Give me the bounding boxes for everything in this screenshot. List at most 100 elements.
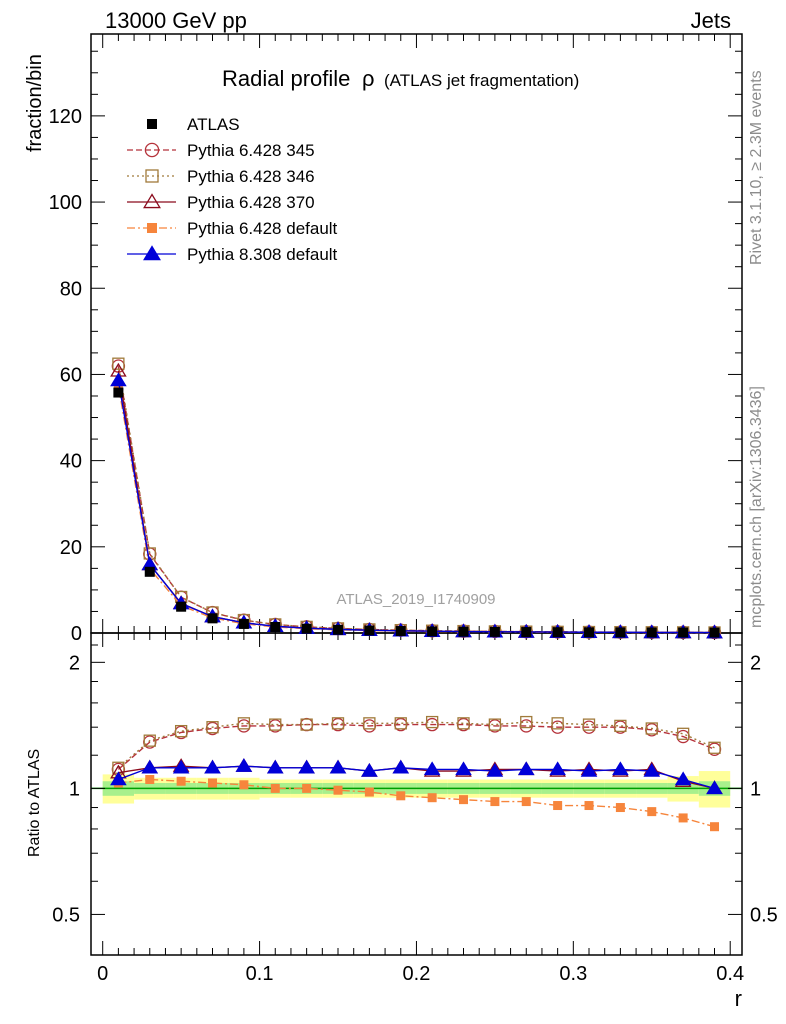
ratio-point-pythia-6428-346 xyxy=(143,734,156,747)
ratio-point-pythia-6428-346 xyxy=(708,741,721,754)
ratio-point-pythia-8308-default xyxy=(674,771,692,786)
ratio-point-pythia-6428-default xyxy=(396,791,406,801)
ratio-point-pythia-8308-default xyxy=(141,759,159,774)
ratio-point-pythia-6428-default xyxy=(302,783,312,793)
ratio-tick-label-right: 2 xyxy=(750,652,761,674)
header-right: Jets xyxy=(691,8,731,33)
ratio-point-pythia-6428-default xyxy=(553,801,563,811)
ratio-point-pythia-8308-default xyxy=(266,759,284,774)
main-point-pythia-8308-default xyxy=(110,372,127,387)
main-point-pythia-6428-346 xyxy=(112,357,125,370)
main-point-atlas xyxy=(427,626,438,637)
chart-title-text: Radial profile xyxy=(222,66,350,91)
y-tick-label: 100 xyxy=(49,192,82,214)
main-point-atlas xyxy=(270,621,281,632)
ratio-point-pythia-6428-346 xyxy=(394,717,407,730)
main-point-atlas xyxy=(552,627,563,638)
ratio-point-pythia-8308-default xyxy=(580,762,598,777)
main-point-atlas xyxy=(395,626,406,637)
ratio-point-pythia-6428-346 xyxy=(269,718,282,731)
ratio-point-pythia-8308-default xyxy=(549,761,566,776)
x-tick-label: 0.2 xyxy=(403,963,431,985)
ratio-point-pythia-8308-default xyxy=(423,761,441,776)
chart-title-suffix: (ATLAS jet fragmentation) xyxy=(384,71,579,90)
tick-labels: 0 0.1 0.2 0.3 0.4 0 20 40 60 80 100 120 0.5 0.5 1 1 2 2 xyxy=(49,106,778,985)
ratio-point-pythia-6428-default xyxy=(427,793,437,803)
ratio-point-pythia-6428-default xyxy=(678,813,688,823)
main-point-atlas xyxy=(646,627,657,638)
main-point-atlas xyxy=(584,627,595,638)
x-tick-label: 0.3 xyxy=(559,963,587,985)
ratio-point-pythia-8308-default xyxy=(298,759,315,774)
main-point-atlas xyxy=(364,625,375,636)
ratio-point-pythia-8308-default xyxy=(361,762,378,777)
main-point-atlas xyxy=(333,624,344,635)
ratio-point-pythia-8308-default xyxy=(392,759,410,774)
legend-marker xyxy=(143,245,161,261)
legend-label: Pythia 6.428 default xyxy=(187,219,338,238)
main-point-atlas xyxy=(521,627,532,638)
legend-label: Pythia 6.428 370 xyxy=(187,193,315,212)
ratio-line-pythia-6428-default xyxy=(118,778,715,828)
ratio-point-pythia-6428-default xyxy=(584,801,594,811)
ratio-point-pythia-8308-default xyxy=(110,771,127,786)
legend-marker xyxy=(147,223,157,233)
legend-label: Pythia 6.428 346 xyxy=(187,167,315,186)
ratio-tick-label-right: 1 xyxy=(750,778,761,800)
ratio-tick-label-right: 0.5 xyxy=(750,904,778,926)
ratio-point-pythia-6428-default xyxy=(710,822,720,832)
ratio-point-pythia-8308-default xyxy=(612,761,629,776)
header-left: 13000 GeV pp xyxy=(105,8,247,33)
main-point-atlas xyxy=(176,601,187,612)
ratio-point-pythia-6428-346 xyxy=(457,717,470,730)
ratio-point-pythia-6428-default xyxy=(521,797,531,807)
main-point-atlas xyxy=(678,627,689,638)
ratio-point-pythia-8308-default xyxy=(455,761,472,776)
x-tick-label: 0.4 xyxy=(716,963,744,985)
ratio-point-pythia-6428-default xyxy=(270,783,280,793)
legend-label: ATLAS xyxy=(187,115,240,134)
ratio-point-pythia-6428-default xyxy=(364,787,374,797)
x-tick-label: 0 xyxy=(97,963,108,985)
ratio-point-pythia-6428-346 xyxy=(551,717,564,730)
main-point-atlas xyxy=(489,626,500,637)
ratio-point-pythia-6428-346 xyxy=(582,718,596,731)
mcplots-reference-text: mcplots.cern.ch [arXiv:1306.3436] xyxy=(748,386,765,628)
chart-title: Radial profile ρ (ATLAS jet fragmentatio… xyxy=(222,66,579,91)
y-tick-label: 120 xyxy=(49,106,82,128)
ratio-point-pythia-6428-346 xyxy=(488,718,502,731)
ratio-point-pythia-8308-default xyxy=(204,759,221,774)
ratio-axis-label: Ratio to ATLAS xyxy=(26,749,43,857)
ratio-point-pythia-6428-default xyxy=(615,803,625,813)
legend-marker xyxy=(144,142,160,158)
main-point-atlas xyxy=(458,626,469,637)
y-tick-label: 0 xyxy=(71,623,82,645)
x-axis-label: r xyxy=(735,986,742,1011)
legend-marker xyxy=(145,169,159,183)
ratio-point-pythia-6428-346 xyxy=(300,718,313,731)
ratio-point-pythia-8308-default xyxy=(643,762,661,777)
legend-label: Pythia 8.308 default xyxy=(187,245,338,264)
ratio-plot-series xyxy=(110,715,723,832)
ratio-line-pythia-8308-default xyxy=(118,765,715,790)
main-point-atlas xyxy=(207,613,218,624)
main-point-atlas xyxy=(709,627,720,638)
ratio-point-pythia-6428-346 xyxy=(676,727,690,740)
y-axis-label: fraction/bin xyxy=(24,54,46,152)
ratio-tick-label: 1 xyxy=(69,778,80,800)
ratio-point-pythia-6428-default xyxy=(239,780,249,790)
ratio-point-pythia-6428-default xyxy=(647,807,657,817)
y-tick-label: 80 xyxy=(60,278,82,300)
legend-label: Pythia 6.428 345 xyxy=(187,141,315,160)
ratio-point-pythia-6428-346 xyxy=(425,715,439,729)
ratio-point-pythia-6428-default xyxy=(333,785,343,795)
ratio-point-pythia-8308-default xyxy=(329,759,347,774)
legend-marker xyxy=(143,193,161,209)
ratio-point-pythia-6428-default xyxy=(176,776,186,786)
ratio-point-pythia-8308-default xyxy=(486,762,504,777)
y-tick-label: 60 xyxy=(60,364,82,386)
main-point-atlas xyxy=(301,623,312,634)
analysis-watermark: ATLAS_2019_I1740909 xyxy=(336,591,495,608)
